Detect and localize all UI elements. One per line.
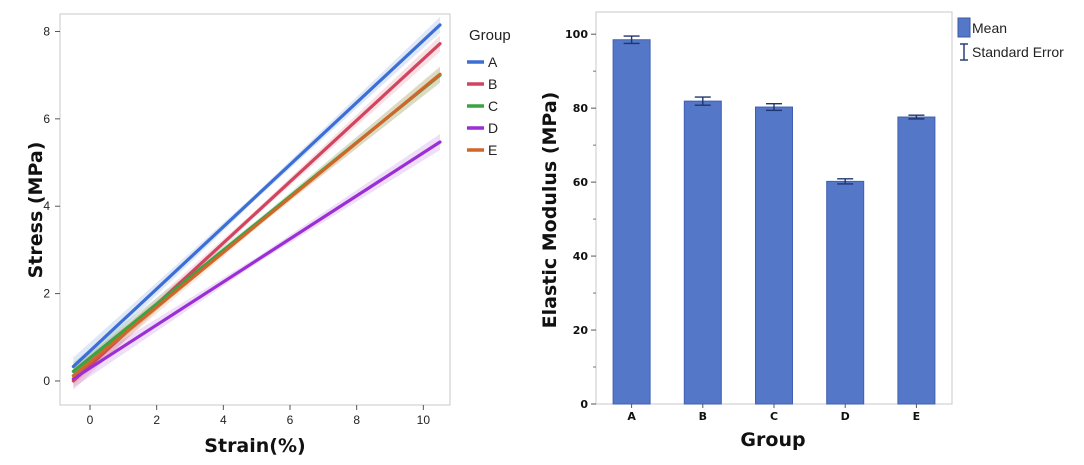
bar-x-ticks: A B C D E bbox=[627, 404, 920, 423]
bar-y-tick-label: 80 bbox=[573, 102, 589, 115]
error-bar-b bbox=[694, 96, 711, 106]
line-y-axis-title: Stress (MPa) bbox=[25, 142, 47, 279]
legend-mean-swatch bbox=[957, 17, 971, 38]
bar-legend: Mean Standard Error bbox=[957, 17, 1064, 61]
series-e-line bbox=[71, 72, 442, 378]
bar-c bbox=[755, 106, 793, 405]
legend-label-d: D bbox=[488, 120, 498, 136]
line-x-tick-label: 6 bbox=[287, 413, 294, 427]
bar-y-tick-label: 100 bbox=[565, 28, 588, 41]
line-y-tick-label: 6 bbox=[43, 112, 50, 126]
bar-y-ticks: 0 20 40 60 80 100 bbox=[565, 28, 596, 411]
line-y-tick-label: 8 bbox=[43, 24, 50, 38]
bar-e bbox=[897, 116, 936, 405]
bar-x-tick-label: E bbox=[913, 410, 921, 423]
legend-label-c: C bbox=[488, 98, 498, 114]
bar-d bbox=[826, 180, 865, 405]
bar-y-tick-label: 60 bbox=[573, 176, 589, 189]
legend-label-b: B bbox=[488, 76, 497, 92]
bar-a bbox=[612, 39, 651, 405]
legend-title: Group bbox=[469, 27, 511, 44]
bar-y-tick-label: 40 bbox=[573, 250, 589, 263]
line-x-tick-label: 8 bbox=[353, 413, 360, 427]
bar-x-axis-title: Group bbox=[740, 429, 805, 451]
legend-label-a: A bbox=[488, 54, 498, 70]
error-bar-d bbox=[837, 178, 854, 185]
bar-series bbox=[612, 35, 936, 405]
bar-x-tick-label: D bbox=[841, 410, 850, 423]
bar-y-axis-title: Elastic Modulus (MPa) bbox=[539, 92, 561, 329]
series-d-line bbox=[71, 140, 442, 381]
bar-b bbox=[683, 100, 722, 405]
line-x-tick-label: 10 bbox=[417, 413, 431, 427]
line-y-tick-label: 2 bbox=[43, 287, 50, 301]
legend-mean-label: Mean bbox=[972, 20, 1007, 36]
legend-error-label: Standard Error bbox=[972, 44, 1064, 60]
bar-x-tick-label: A bbox=[627, 410, 636, 423]
line-series bbox=[71, 16, 442, 390]
line-x-ticks: 0 2 4 6 8 10 bbox=[87, 405, 431, 427]
legend-error-icon bbox=[960, 43, 968, 61]
line-x-tick-label: 0 bbox=[87, 413, 94, 427]
bar-x-tick-label: B bbox=[699, 410, 707, 423]
error-bar-c bbox=[766, 103, 782, 112]
series-a-line bbox=[71, 23, 442, 369]
line-y-ticks: 0 2 4 6 8 bbox=[43, 24, 60, 388]
error-bar-e bbox=[908, 114, 925, 120]
line-x-tick-label: 4 bbox=[220, 413, 227, 427]
line-x-tick-label: 2 bbox=[153, 413, 160, 427]
bar-x-tick-label: C bbox=[770, 410, 778, 423]
line-y-tick-label: 0 bbox=[43, 374, 50, 388]
bar-y-tick-label: 0 bbox=[580, 398, 588, 411]
line-x-axis-title: Strain(%) bbox=[204, 435, 305, 457]
legend-label-e: E bbox=[488, 142, 497, 158]
error-bar-a bbox=[623, 35, 640, 45]
line-y-tick-label: 4 bbox=[43, 199, 50, 213]
stress-strain-chart: 0 2 4 6 8 0 2 4 6 8 10 Stress (MPa) Strain(%) Gro… bbox=[25, 13, 511, 457]
elastic-modulus-chart: 0 20 40 60 80 100 A B C D E Elastic Modulus (MPa)… bbox=[539, 11, 1064, 451]
line-plot-frame bbox=[59, 13, 451, 406]
bar-y-tick-label: 20 bbox=[573, 324, 589, 337]
